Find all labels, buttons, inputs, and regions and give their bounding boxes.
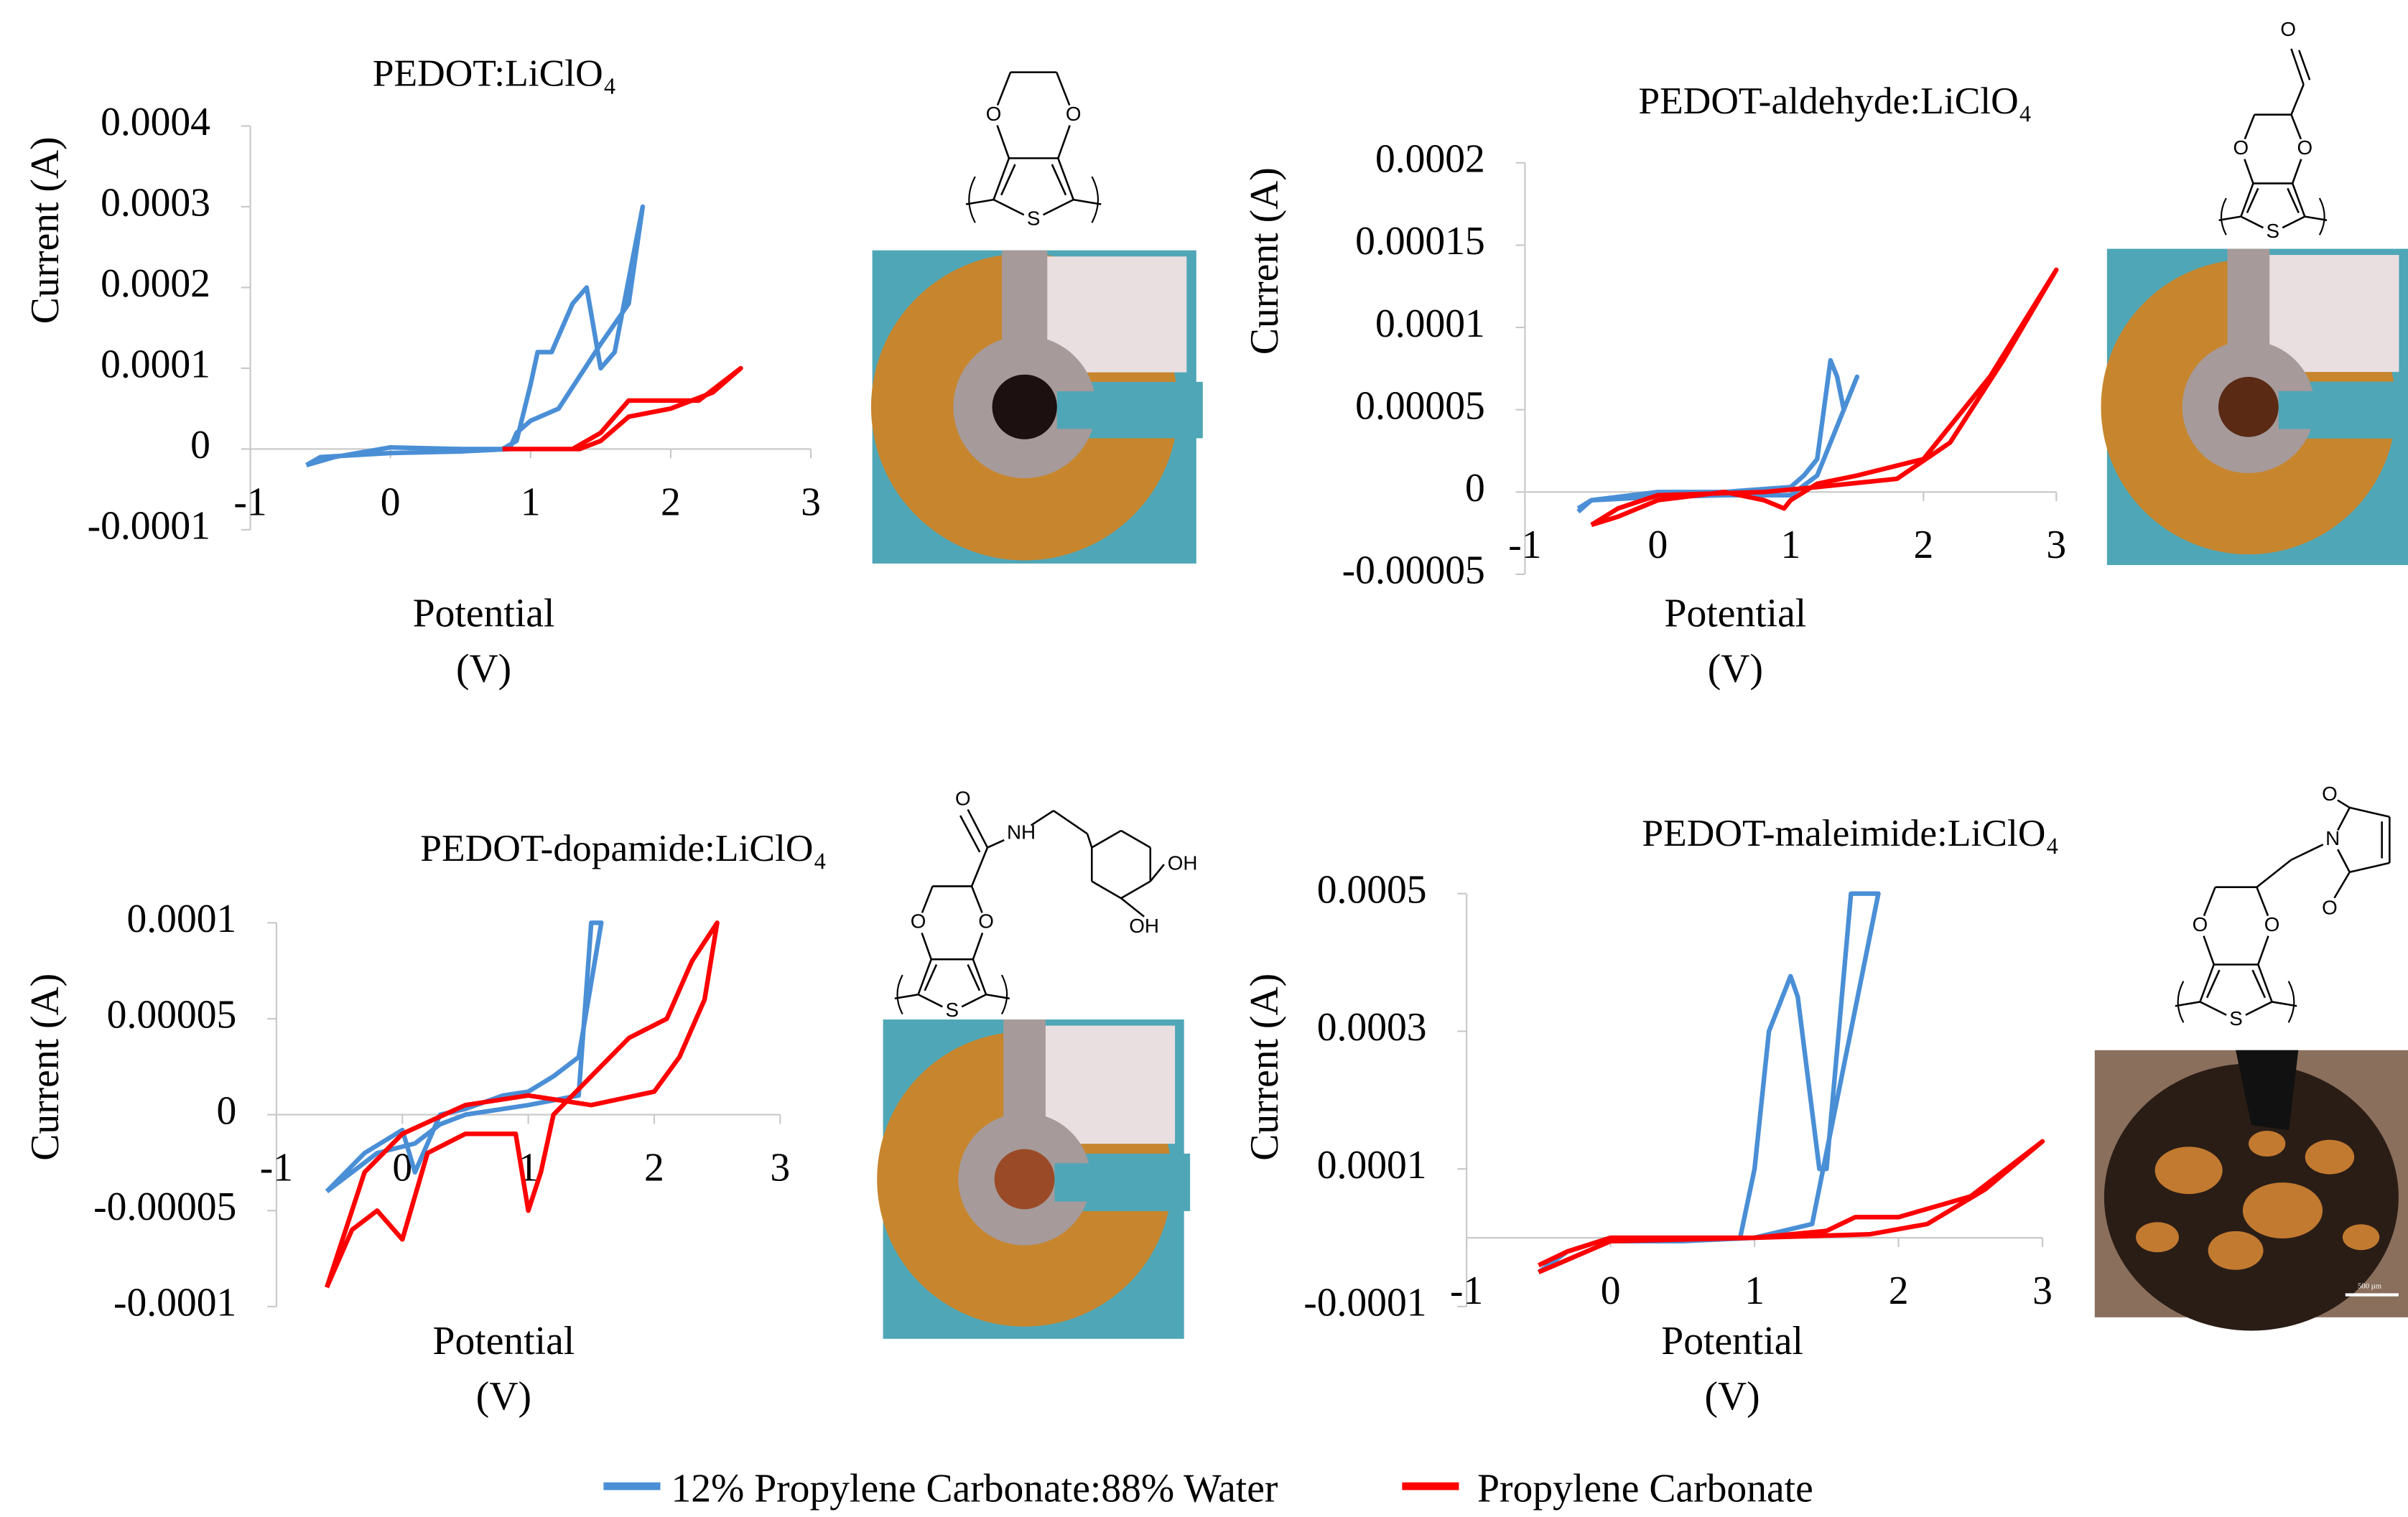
photo-spot [2155,1147,2223,1194]
scale-label: 500 µm [2358,1282,2382,1291]
atom-label: O [2193,913,2208,935]
x-axis-label-box: Potential (V) [396,1315,611,1437]
photo-spot [2243,1182,2323,1238]
y-tick-label: 0.00015 [1355,219,1485,263]
atom-label: O [2322,783,2338,805]
y-tick-label: 0.0002 [1375,137,1485,182]
x-tick-label: -1 [260,1145,293,1190]
photo-spot [2249,1131,2285,1157]
legend-label: Propylene Carbonate [1477,1466,1813,1511]
x-axis-label: Potential (V) [399,587,568,697]
y-tick-label: 0.0003 [1317,1005,1427,1050]
atom-label: OH [1168,851,1198,874]
y-axis-label: Current (A) [1242,974,1287,1161]
atom-label: S [1027,207,1041,229]
y-tick-label: 0.0004 [101,100,210,144]
x-tick-label: 2 [1889,1269,1909,1313]
y-tick-label: 0.00005 [1355,383,1485,428]
x-tick-label: 3 [801,480,821,524]
photo-spot [2136,1222,2179,1252]
atom-label: NH [1007,821,1036,844]
atom-label: O [1066,103,1082,125]
x-tick-label: 2 [644,1145,664,1190]
atom-label: S [2267,220,2280,242]
y-tick-label: 0.00005 [107,993,237,1037]
photo-slot [1057,391,1186,429]
x-axis-label-box: Potential (V) [1628,587,1843,709]
atom-label: O [955,788,971,810]
y-tick-label: -0.0001 [88,504,210,549]
y-tick-label: 0.0001 [1375,302,1485,346]
y-tick-label: -0.00005 [93,1185,236,1229]
y-tick-label: 0.0002 [101,261,210,306]
y-tick-label: 0.0001 [126,897,236,941]
atom-label: O [2322,896,2338,918]
atom-label: O [2280,18,2296,40]
atom-label: S [2229,1007,2243,1030]
legend-label: 12% Propylene Carbonate:88% Water [671,1466,1278,1511]
chart-title: PEDOT-maleimide:LiClO₄ [1642,811,2059,854]
photo-electrode [993,375,1057,439]
y-tick-label: -0.0001 [113,1281,236,1325]
x-tick-label: 0 [1601,1269,1621,1313]
y-tick-label: 0.0005 [1317,867,1427,912]
atom-label: O [911,910,926,933]
y-tick-label: 0 [217,1088,237,1133]
y-axis-label: Current (A) [1242,167,1287,355]
x-tick-label: 1 [521,480,541,524]
x-tick-label: -1 [1450,1269,1483,1313]
photo-electrode [2218,377,2279,437]
chart-title: PEDOT-aldehyde:LiClO₄ [1638,79,2032,122]
atom-label: O [2233,136,2249,159]
x-tick-label: -1 [1508,523,1541,567]
page: O O S PEDOT:LiClO₄ Current (A) Potential (V) -… [0,0,2408,1517]
photo-electrode [995,1149,1055,1210]
y-tick-label: 0 [1465,466,1485,510]
x-tick-label: 1 [1780,523,1800,567]
x-tick-label: 1 [1744,1269,1765,1313]
photo-slot [1054,1163,1175,1201]
atom-label: O [986,103,1002,125]
y-tick-label: 0.0001 [1317,1143,1427,1187]
y-axis-label: Current (A) [23,136,68,324]
x-tick-label: 2 [661,480,681,524]
x-axis-label-box: Potential (V) [1624,1315,1839,1437]
x-tick-label: 3 [2046,523,2066,567]
photo-slot [2279,391,2399,429]
chart-title: PEDOT:LiClO₄ [373,51,617,94]
atom-label: O [978,910,994,933]
x-tick-label: 0 [381,480,401,524]
photo-spot [2305,1140,2354,1175]
x-tick-label: 3 [770,1145,790,1190]
atom-label: OH [1129,915,1159,937]
atom-label: S [946,999,959,1021]
y-tick-label: -0.00005 [1342,549,1485,593]
atom-label: N [2325,827,2340,849]
scale-bar [2346,1293,2399,1296]
figure: O O S PEDOT:LiClO₄ Current (A) Potential (V) -… [0,0,2408,1517]
x-axis-label: Potential (V) [1651,587,1820,697]
y-axis-label: Current (A) [23,974,68,1161]
atom-label: O [2297,136,2312,159]
x-tick-label: 2 [1913,523,1933,567]
chart-title: PEDOT-dopamide:LiClO₄ [420,826,827,869]
y-tick-label: 0.0001 [101,342,210,387]
atom-label: O [2264,913,2280,935]
x-axis-label: Potential (V) [419,1315,588,1425]
x-axis-label-box: Potential (V) [376,587,591,709]
y-tick-label: 0.0003 [101,181,210,225]
x-tick-label: 3 [2032,1269,2053,1313]
y-tick-label: -0.0001 [1303,1281,1426,1325]
x-tick-label: -1 [233,480,266,524]
x-axis-label: Potential (V) [1647,1315,1816,1425]
x-tick-label: 0 [1647,523,1668,567]
photo-spot [2343,1224,2379,1250]
photo-spot [2208,1231,2264,1270]
y-tick-label: 0 [190,423,210,467]
